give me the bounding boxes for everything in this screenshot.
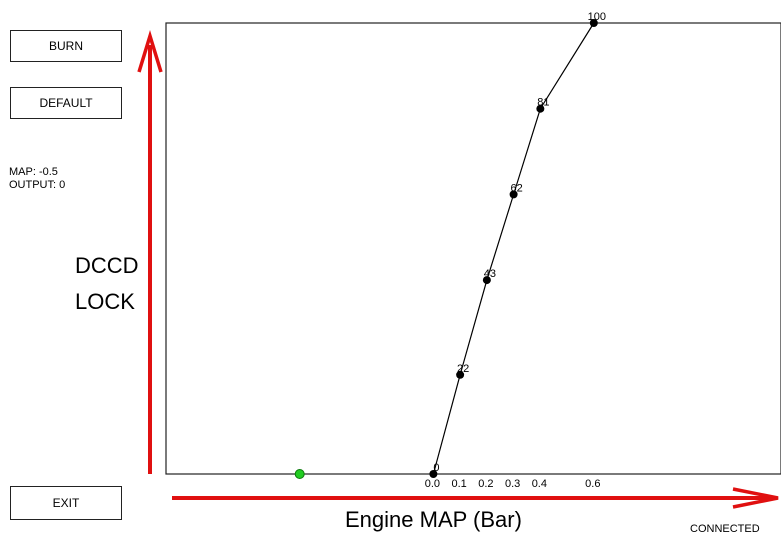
point-label: 81 [537, 97, 549, 109]
series-line [432, 22, 595, 475]
default-button[interactable]: DEFAULT [10, 87, 122, 119]
annotation-arrows [137, 30, 779, 509]
data-point [536, 104, 545, 113]
exit-button[interactable]: EXIT [10, 486, 122, 520]
x-tick-label: 0.0 [425, 478, 440, 490]
output-readout: OUTPUT: 0 [9, 179, 66, 191]
plot-area-frame [165, 22, 781, 475]
data-point [482, 276, 491, 285]
point-label: 62 [510, 182, 522, 194]
point-label: 22 [457, 363, 469, 375]
x-arrow-head [732, 487, 779, 509]
x-annotation: Engine MAP (Bar) [345, 507, 522, 532]
point-label: 100 [588, 11, 606, 23]
x-tick-label: 0.3 [505, 478, 520, 490]
data-point [589, 19, 598, 27]
map-readout: MAP: -0.5 [9, 166, 58, 178]
data-point [429, 470, 438, 478]
point-label: 43 [484, 268, 496, 280]
data-point [456, 370, 465, 379]
x-tick-label: 0.2 [478, 478, 493, 490]
x-tick-label: 0.1 [451, 478, 466, 490]
x-tick-label: 0.6 [585, 478, 600, 490]
current-position-marker [294, 469, 305, 479]
point-label: 0 [433, 462, 439, 474]
y-annotation-line2: LOCK [75, 289, 135, 314]
x-tick-labels: 0.0 0.1 0.2 0.3 0.4 0.6 [425, 478, 601, 490]
y-arrow-head [137, 30, 163, 73]
data-point [509, 190, 518, 199]
series-curve: 0 22 43 62 81 100 [294, 11, 606, 479]
y-annotation-line1: DCCD [75, 253, 139, 278]
burn-button[interactable]: BURN [10, 30, 122, 62]
x-tick-label: 0.4 [532, 478, 547, 490]
connection-status: CONNECTED [690, 523, 760, 535]
